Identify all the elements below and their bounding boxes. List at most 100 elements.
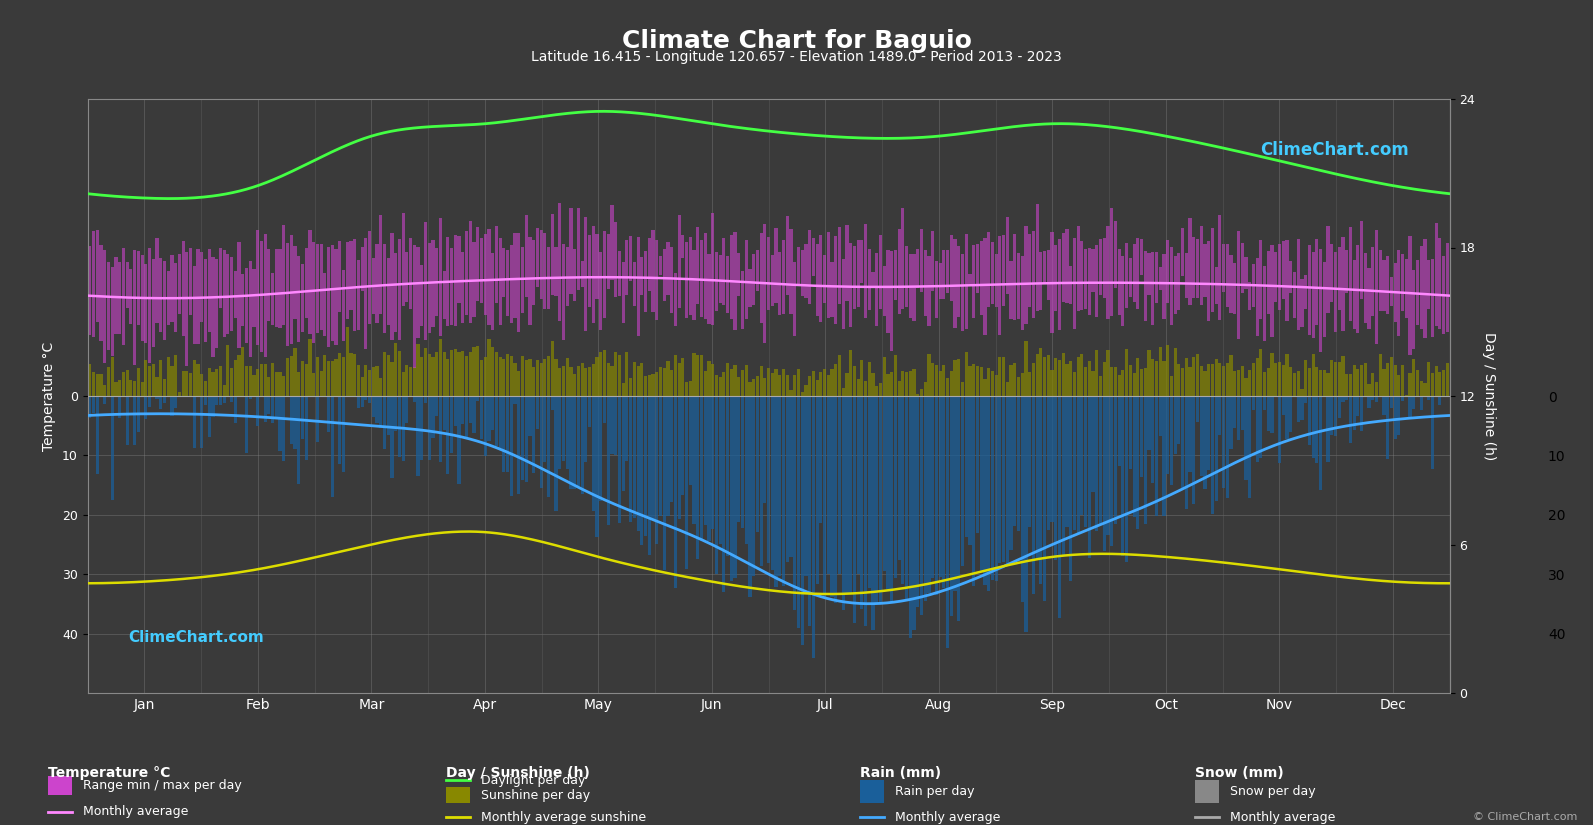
Bar <box>451 248 454 325</box>
Bar <box>819 396 822 522</box>
Bar <box>282 396 285 461</box>
Bar <box>1394 396 1397 439</box>
Text: Monthly average: Monthly average <box>1230 811 1335 823</box>
Bar <box>580 396 583 493</box>
Bar <box>824 255 827 303</box>
Bar <box>640 257 644 295</box>
Bar <box>785 396 789 563</box>
Bar <box>1144 368 1147 396</box>
Bar <box>145 360 148 396</box>
Bar <box>685 242 688 318</box>
Bar <box>801 396 804 644</box>
Bar <box>229 368 233 396</box>
Bar <box>465 231 468 315</box>
Bar <box>502 396 505 472</box>
Bar <box>1400 365 1403 396</box>
Bar <box>1133 396 1136 517</box>
Bar <box>591 365 594 396</box>
Bar <box>435 351 438 396</box>
Bar <box>1129 258 1133 297</box>
Bar <box>733 396 736 578</box>
Bar <box>263 365 266 396</box>
Bar <box>271 363 274 396</box>
Bar <box>1169 396 1172 485</box>
Bar <box>860 396 863 609</box>
Bar <box>857 240 860 307</box>
Bar <box>938 262 941 299</box>
Bar <box>309 340 312 396</box>
Bar <box>1080 242 1083 310</box>
Bar <box>808 396 811 625</box>
Bar <box>1024 226 1027 323</box>
Bar <box>1255 358 1258 396</box>
Bar <box>696 396 699 559</box>
Bar <box>468 220 472 323</box>
Bar <box>1039 252 1042 310</box>
Bar <box>796 396 800 628</box>
Bar <box>282 375 285 396</box>
Bar <box>793 396 796 610</box>
Bar <box>1177 252 1180 310</box>
Bar <box>1282 396 1286 414</box>
Bar <box>733 365 736 396</box>
Bar <box>816 396 819 584</box>
Bar <box>905 372 908 396</box>
Bar <box>1099 376 1102 396</box>
FancyBboxPatch shape <box>860 780 884 804</box>
Bar <box>315 357 319 396</box>
Bar <box>1080 396 1083 515</box>
Bar <box>938 396 941 578</box>
Bar <box>88 364 91 396</box>
Bar <box>357 396 360 408</box>
Bar <box>1035 354 1039 396</box>
Bar <box>621 396 624 491</box>
Bar <box>1121 396 1125 556</box>
Bar <box>983 238 986 335</box>
Bar <box>1386 396 1389 459</box>
Bar <box>1278 396 1281 463</box>
Bar <box>546 356 550 396</box>
Bar <box>298 372 301 396</box>
Bar <box>1311 354 1314 396</box>
Bar <box>1338 362 1341 396</box>
Bar <box>983 379 986 396</box>
Bar <box>580 261 583 287</box>
Bar <box>1096 245 1099 317</box>
Bar <box>782 369 785 396</box>
Bar <box>1431 396 1434 469</box>
Bar <box>293 246 296 319</box>
Bar <box>1027 372 1031 396</box>
Bar <box>1077 396 1080 534</box>
Bar <box>1330 244 1333 302</box>
Bar <box>562 365 566 396</box>
Bar <box>607 234 610 289</box>
Bar <box>393 252 397 332</box>
FancyBboxPatch shape <box>446 787 470 804</box>
Bar <box>1021 373 1024 396</box>
Bar <box>1360 221 1364 299</box>
Bar <box>427 396 430 460</box>
Bar <box>965 352 969 396</box>
Bar <box>827 375 830 396</box>
Bar <box>416 248 419 338</box>
Bar <box>178 254 182 314</box>
Bar <box>644 375 647 396</box>
Bar <box>204 396 207 405</box>
Bar <box>562 396 566 461</box>
Bar <box>413 367 416 396</box>
Bar <box>1383 396 1386 415</box>
Bar <box>387 258 390 325</box>
Bar <box>1203 371 1206 396</box>
Bar <box>1344 396 1348 400</box>
Bar <box>905 246 908 308</box>
Bar <box>185 370 188 396</box>
Bar <box>1278 243 1281 310</box>
Bar <box>312 242 315 342</box>
Bar <box>1424 384 1427 396</box>
Bar <box>819 371 822 396</box>
Bar <box>438 219 441 336</box>
Bar <box>1400 254 1403 311</box>
Bar <box>648 396 652 554</box>
Bar <box>1427 396 1431 400</box>
Bar <box>640 396 644 545</box>
